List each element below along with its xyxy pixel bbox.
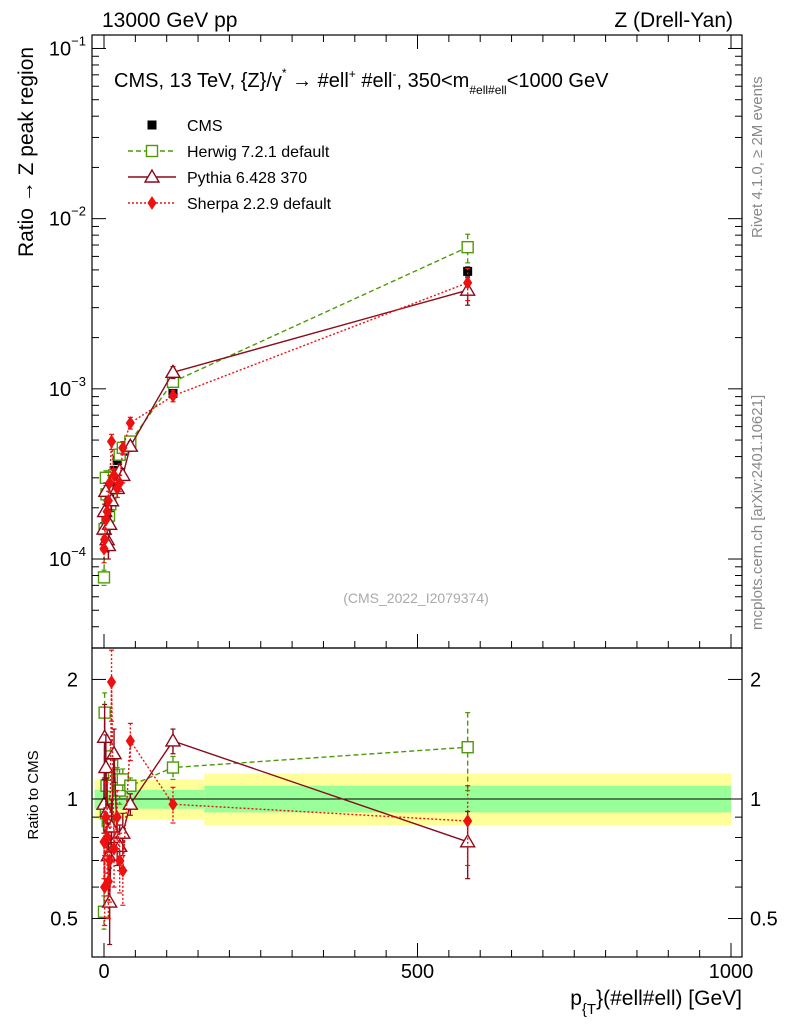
- sherpa-point-5: [105, 476, 115, 490]
- herwig-ratio-point-14: [461, 741, 474, 754]
- sherpa-ratio-point-11: [125, 734, 135, 748]
- ytick-exp: −4: [71, 544, 86, 559]
- title-arrow: → #ell: [287, 70, 349, 92]
- ylabel-bottom: Ratio to CMS: [25, 750, 42, 839]
- header-right: Z (Drell-Yan): [614, 9, 733, 32]
- title-star: *: [282, 66, 287, 80]
- title-sub: #ell#ell: [469, 83, 506, 97]
- ratio-uncertainty-bands: [92, 773, 742, 825]
- sherpa-point-13: [463, 275, 473, 290]
- mcplots-label: mcplots.cern.ch [arXiv:2401.10621]: [749, 395, 766, 630]
- xlabel-main: p: [570, 987, 582, 1010]
- ytick-base: 10: [49, 209, 71, 231]
- rtick-label-left-0: 0.5: [50, 909, 78, 931]
- herwig-ratio-point-12: [124, 779, 137, 792]
- pythia-ratio-point-1: [96, 728, 113, 743]
- pythia-ratio-point-12: [164, 732, 182, 747]
- pythia-point-12: [164, 363, 182, 379]
- ytick-base: 10: [49, 549, 71, 571]
- sherpa-point-1: [100, 532, 110, 547]
- sherpa-ratio-point-10: [118, 863, 128, 878]
- sherpa-ratio-point-6: [106, 675, 117, 689]
- legend-label-3: Sherpa 2.2.9 default: [187, 196, 332, 213]
- herwig-series: [97, 233, 474, 586]
- pythia-ratio-point-5: [101, 893, 118, 908]
- rtick-label-left-2: 2: [67, 669, 78, 691]
- sherpa-line: [103, 282, 468, 549]
- ytick-label-2: 10−3: [49, 374, 86, 401]
- legend-marker-3: [147, 196, 157, 210]
- xlabel-sub: {T: [582, 1001, 596, 1018]
- legend-label-1: Herwig 7.2.1 default: [187, 144, 330, 161]
- pythia-ratio-point-2: [97, 759, 115, 774]
- ytick-label-1: 10−2: [49, 204, 86, 231]
- xtick-label-0: 0: [98, 961, 109, 983]
- ytick-exp: −2: [71, 204, 86, 219]
- sherpa-series: [99, 267, 473, 564]
- pythia-point-2: [97, 482, 115, 497]
- legend-label-0: CMS: [187, 118, 223, 135]
- ytick-exp: −3: [71, 374, 86, 389]
- sherpa-point-6: [106, 434, 117, 449]
- herwig-point-14: [461, 240, 474, 254]
- cms-point-11: [463, 266, 473, 276]
- pythia-line: [103, 289, 468, 546]
- xtick-label-2: 1000: [709, 961, 754, 983]
- legend-marker-0: [147, 120, 157, 130]
- pythia-ratio-point-6: [103, 818, 120, 833]
- rtick-label-right-0: 0.5: [750, 909, 778, 931]
- pythia-series: [95, 277, 476, 560]
- legend: CMS Herwig 7.2.1 default Pythia 6.428 370 S…: [128, 118, 332, 213]
- sherpa-point-9: [115, 476, 125, 490]
- ratio-panel-series: [95, 649, 476, 946]
- sherpa-point-11: [125, 416, 135, 430]
- sherpa-ratio-series: [99, 649, 473, 927]
- analysis-id: (CMS_2022_I2079374): [343, 590, 489, 606]
- rtick-label-right-1: 1: [750, 789, 761, 811]
- ytick-base: 10: [49, 38, 71, 60]
- herwig-point-0: [97, 571, 111, 584]
- sherpa-ratio-point-12: [168, 797, 178, 812]
- sherpa-ratio-point-4: [103, 874, 113, 889]
- sherpa-point-7: [109, 468, 119, 483]
- sherpa-point-12: [168, 388, 178, 403]
- legend-label-2: Pythia 6.428 370: [187, 170, 307, 187]
- xlabel: p{T}(#ell#ell) [GeV]: [570, 987, 742, 1018]
- sherpa-point-4: [103, 493, 113, 508]
- herwig-ratio-point-11: [116, 773, 130, 786]
- xlabel-rest: }(#ell#ell) [GeV]: [596, 987, 742, 1010]
- title-main: CMS, 13 TeV, {Z}/γ: [114, 70, 282, 92]
- sherpa-ratio-point-13: [463, 814, 473, 828]
- rivet-label: Rivet 4.1.0, ≥ 2M events: [749, 76, 766, 238]
- rtick-label-right-2: 2: [750, 669, 761, 691]
- sherpa-ratio-point-8: [112, 810, 122, 825]
- rtick-label-left-1: 1: [67, 789, 78, 811]
- sherpa-point-10: [118, 440, 128, 455]
- pythia-ratio-series: [95, 703, 476, 946]
- main-panel-series: [95, 233, 476, 586]
- axes-frames: 10−110−210−310−40.5 0.51 12 20 500 1000: [49, 33, 778, 983]
- sherpa-ratio-point-2: [101, 810, 111, 825]
- xtick-label-1: 500: [401, 961, 434, 983]
- title-ell2: #ell: [356, 70, 393, 92]
- ytick-exp: −1: [71, 33, 86, 48]
- title-minus: -: [393, 67, 397, 81]
- ytick-label-0: 10−1: [49, 33, 86, 60]
- title-plus: +: [349, 67, 356, 81]
- herwig-ratio-point-13: [166, 761, 180, 774]
- sherpa-ratio-point-5: [105, 853, 115, 868]
- title-range1: , 350<m: [397, 70, 470, 92]
- ytick-label-3: 10−4: [49, 544, 86, 571]
- ytick-base: 10: [49, 379, 71, 401]
- legend-marker-2: [143, 168, 161, 183]
- pythia-ratio-point-11: [122, 795, 139, 810]
- plot-title: CMS, 13 TeV, {Z}/γ* → #ell+ #ell-, 350<m…: [114, 66, 609, 97]
- title-range2: <1000 GeV: [507, 70, 609, 92]
- ylabel-top: Ratio → Z peak region: [15, 47, 38, 257]
- legend-marker-1: [145, 144, 159, 158]
- header-left: 13000 GeV pp: [102, 9, 237, 32]
- herwig-line: [103, 246, 468, 578]
